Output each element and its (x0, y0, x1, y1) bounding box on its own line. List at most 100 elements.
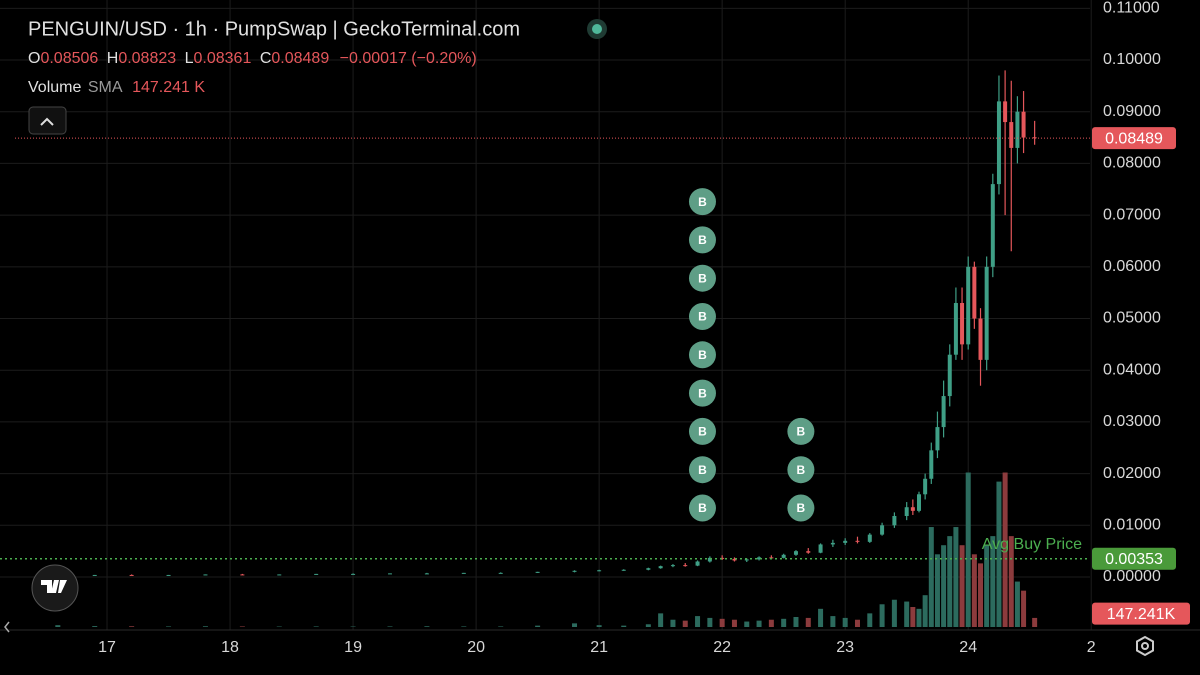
y-tick-label: 0.04000 (1103, 361, 1161, 378)
candle-body (498, 572, 503, 574)
volume-bar (129, 626, 135, 627)
candle-body (387, 573, 392, 575)
volume-bar (424, 626, 430, 627)
candle-body (424, 573, 429, 575)
volume-bar (965, 472, 971, 627)
candle-body (904, 507, 909, 517)
volume-bar (768, 619, 774, 627)
candle-body (1009, 122, 1014, 148)
candle-body (923, 478, 928, 495)
volume-bar (996, 481, 1002, 627)
y-tick-label: 0.10000 (1103, 51, 1161, 68)
buy-marker (688, 264, 716, 292)
ohlc-line: O0.08506 H0.08823 L0.08361 C0.08489 −0.0… (28, 50, 477, 67)
candle-body (1015, 111, 1020, 148)
candle-body (670, 565, 675, 567)
buy-marker-label: B (698, 425, 707, 439)
volume-bar (92, 626, 98, 627)
candles (55, 70, 1037, 577)
volume-bar (854, 619, 860, 627)
candle-body (572, 570, 577, 572)
buy-marker-label: B (698, 386, 707, 400)
candle-body (535, 571, 540, 573)
candle-body (92, 574, 97, 576)
candle-body (818, 544, 823, 553)
y-tick-label: 0.11000 (1103, 0, 1160, 17)
ohlc-key: L (185, 50, 194, 67)
volume-bar (313, 626, 319, 627)
scroll-left[interactable] (4, 621, 10, 633)
volume-bar (55, 625, 61, 627)
settings-icon[interactable] (1136, 635, 1154, 657)
volume-bar (978, 563, 984, 627)
volume-bar (904, 601, 910, 627)
volume-bar (971, 554, 977, 627)
ohlc-key: C (260, 50, 272, 67)
candle-body (910, 507, 915, 511)
volume-bar (916, 608, 922, 627)
buy-marker (688, 341, 716, 369)
candle-body (1032, 137, 1037, 139)
volume-bar (461, 626, 467, 627)
volume-bar (781, 618, 787, 627)
volume-bar (670, 619, 676, 627)
candle-body (830, 542, 835, 545)
x-tick-label: 22 (713, 639, 731, 656)
volume-pane (55, 472, 1038, 627)
candle-body (277, 574, 282, 576)
candle-body (757, 557, 762, 560)
candle-body (695, 561, 700, 566)
volume-bar (830, 616, 836, 627)
ohlc-value: 0.08506 (40, 50, 98, 67)
ohlc-value: 0.08361 (194, 50, 252, 67)
x-tick-label: 23 (836, 639, 854, 656)
candle-body (707, 557, 712, 562)
volume-bar (922, 595, 928, 627)
volume-bar (910, 607, 916, 627)
y-tick-label: 0.05000 (1103, 310, 1161, 327)
candle-body (855, 540, 860, 542)
candle-body (720, 557, 725, 559)
volume-bar (572, 623, 578, 627)
volume-bar (498, 626, 504, 627)
y-tick-label: 0.00000 (1103, 568, 1161, 585)
candle-body (953, 303, 958, 355)
avg-buy-badge (1092, 547, 1176, 570)
buy-marker (688, 303, 716, 330)
volume-bar (596, 625, 602, 627)
volume-bar (984, 545, 990, 627)
candle-body (972, 266, 977, 319)
candle-body (966, 266, 971, 345)
candle-body (166, 574, 171, 576)
buy-marker-label: B (797, 425, 806, 439)
candle-body (978, 318, 983, 360)
volume-bar (934, 554, 940, 627)
volume-bar (842, 617, 848, 627)
volume-bar (1002, 472, 1008, 627)
last-price-badge-label: 0.08489 (1105, 130, 1163, 147)
candle-body (744, 559, 749, 561)
candle-body (984, 266, 989, 360)
y-tick-label: 0.02000 (1103, 465, 1161, 482)
candle-body (732, 558, 737, 561)
x-tick-label: 18 (221, 639, 239, 656)
volume-bar (953, 527, 959, 627)
volume-bar (941, 545, 947, 627)
candle-body (935, 427, 940, 451)
volume-bar (1008, 536, 1014, 627)
candle-body (990, 184, 995, 267)
x-tick-label: 21 (590, 639, 608, 656)
volume-bar (658, 613, 664, 627)
candle-body (1021, 111, 1026, 138)
buy-marker (688, 417, 716, 445)
volume-bar (867, 613, 873, 627)
volume-bar (891, 599, 897, 627)
volume-bar (645, 624, 651, 627)
volume-bar (535, 625, 541, 627)
y-tick-label: 0.07000 (1103, 206, 1161, 223)
candle-body (240, 574, 245, 576)
candle-body (203, 574, 208, 576)
volume-bar (1032, 617, 1038, 627)
grid (0, 0, 1200, 631)
